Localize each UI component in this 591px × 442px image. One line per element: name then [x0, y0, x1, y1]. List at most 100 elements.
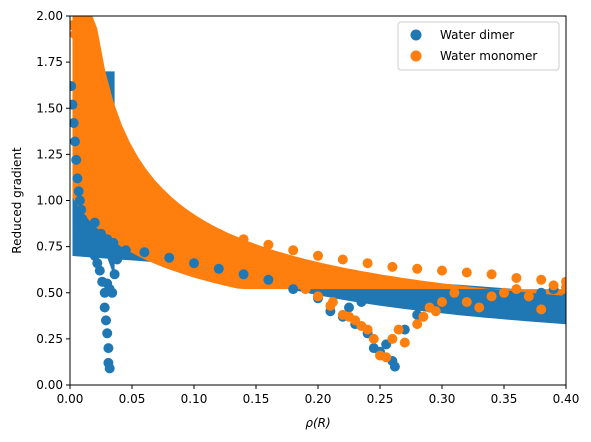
water-dimer-point-68	[344, 302, 354, 313]
water-monomer-point-68	[536, 304, 547, 315]
water-monomer-point-42	[226, 258, 237, 269]
water-monomer-point-43	[251, 265, 261, 276]
legend-label-water-dimer: Water dimer	[440, 28, 514, 42]
water-monomer-point-0	[70, 20, 78, 31]
water-monomer-point-27	[412, 263, 423, 274]
water-monomer-point-34	[83, 186, 94, 197]
water-monomer-point-15	[139, 202, 150, 213]
water-monomer-point-44	[275, 274, 286, 285]
water-monomer-point-10	[96, 149, 106, 160]
water-monomer-point-4	[77, 57, 88, 68]
y-tick-label: 0.50	[36, 286, 63, 300]
water-monomer-point-28	[437, 265, 447, 276]
water-monomer-point-7	[84, 103, 95, 114]
water-monomer-point-3	[74, 47, 85, 58]
water-dimer-point-32	[89, 217, 100, 228]
water-monomer-point-40	[176, 243, 187, 254]
y-tick-label: 1.50	[36, 101, 63, 115]
water-monomer-point-26	[387, 261, 398, 272]
water-monomer-point-56	[393, 324, 404, 335]
water-dimer-point-39	[213, 263, 224, 274]
water-monomer-point-14	[127, 195, 137, 206]
water-monomer-point-12	[108, 173, 119, 184]
water-monomer-point-57	[399, 337, 410, 348]
water-dimer-point-40	[238, 269, 249, 280]
water-monomer-point-20	[238, 234, 249, 245]
water-monomer-point-63	[474, 302, 485, 313]
water-monomer-point-51	[362, 324, 373, 335]
y-tick-label: 0.00	[36, 378, 63, 392]
legend-box	[397, 21, 560, 71]
water-monomer-point-35	[89, 204, 100, 215]
water-monomer-point-69	[548, 280, 559, 291]
legend: Water dimer Water monomer	[397, 21, 560, 71]
water-dimer-point-16	[94, 265, 105, 276]
water-monomer-point-64	[486, 291, 497, 302]
water-dimer-point-28	[109, 269, 120, 280]
water-monomer-point-31	[511, 273, 522, 283]
water-dimer-point-1	[70, 99, 78, 110]
water-dimer-point-20	[101, 315, 111, 326]
y-axis-label: Reduced gradient	[10, 147, 24, 254]
y-tick-label: 0.75	[36, 240, 63, 254]
x-tick-label: 0.30	[429, 392, 456, 406]
water-dimer-point-41	[263, 274, 274, 285]
water-dimer-point-35	[108, 237, 119, 248]
water-dimer-point-27	[107, 287, 118, 298]
water-dimer-point-5	[72, 173, 83, 184]
x-axis-label: ρ(R)	[305, 416, 330, 430]
y-tick-label: 1.25	[36, 147, 63, 161]
water-dimer-point-65	[561, 293, 566, 304]
water-monomer-point-74	[327, 297, 338, 307]
y-tick-label: 0.25	[36, 332, 63, 346]
x-tick-label: 0.40	[553, 392, 580, 406]
water-monomer-point-71	[418, 311, 429, 322]
water-monomer-point-37	[114, 221, 125, 232]
water-dimer-point-69	[356, 297, 367, 307]
water-monomer-point-13	[114, 182, 125, 193]
water-monomer-point-61	[449, 287, 460, 298]
water-dimer-point-24	[104, 363, 115, 374]
x-tick-label: 0.05	[119, 392, 146, 406]
water-monomer-point-70	[561, 282, 566, 293]
water-dimer-point-36	[139, 247, 150, 258]
water-monomer-point-67	[523, 291, 534, 302]
water-monomer-point-39	[151, 236, 162, 247]
water-monomer-point-65	[499, 287, 509, 298]
water-monomer-point-21	[263, 239, 274, 250]
water-monomer-point-30	[486, 269, 497, 280]
y-tick-label: 1.75	[36, 55, 63, 69]
water-monomer-point-16	[151, 208, 162, 219]
water-dimer-point-8	[76, 204, 87, 215]
water-monomer-point-58	[412, 319, 423, 330]
water-monomer-point-45	[300, 284, 311, 295]
water-monomer-point-66	[511, 284, 522, 295]
x-axis-ticks: 0.00 0.05 0.10 0.15 0.20 0.25 0.30 0.35 0.40	[57, 385, 580, 406]
water-monomer-point-9	[89, 130, 100, 141]
water-monomer-point-5	[79, 66, 90, 77]
water-monomer-point-62	[461, 297, 472, 307]
water-dimer-point-4	[71, 154, 82, 165]
legend-marker-water-monomer	[410, 50, 422, 62]
y-axis-ticks: 0.00 0.25 0.50 0.75 1.00 1.25 1.50 1.75 2.00	[36, 9, 70, 392]
water-monomer-point-41	[201, 250, 212, 261]
water-monomer-point-1	[70, 29, 80, 40]
x-tick-label: 0.10	[181, 392, 208, 406]
water-dimer-point-31	[120, 245, 131, 256]
water-dimer-point-21	[102, 328, 113, 339]
legend-marker-water-dimer	[410, 29, 422, 41]
water-monomer-point-32	[536, 274, 547, 285]
water-dimer-point-66	[486, 302, 497, 313]
water-monomer-point-2	[72, 38, 83, 49]
water-dimer-point-38	[189, 258, 199, 269]
water-dimer-point-63	[536, 287, 547, 298]
water-dimer-point-0	[70, 81, 77, 92]
water-monomer-point-25	[362, 258, 373, 269]
x-tick-label: 0.25	[367, 392, 394, 406]
data-points	[70, 20, 566, 374]
water-dimer-point-42	[288, 284, 299, 295]
water-monomer-point-55	[387, 333, 398, 344]
water-monomer-point-73	[344, 311, 354, 322]
y-tick-label: 2.00	[36, 9, 63, 23]
water-dimer-point-2	[70, 118, 79, 128]
